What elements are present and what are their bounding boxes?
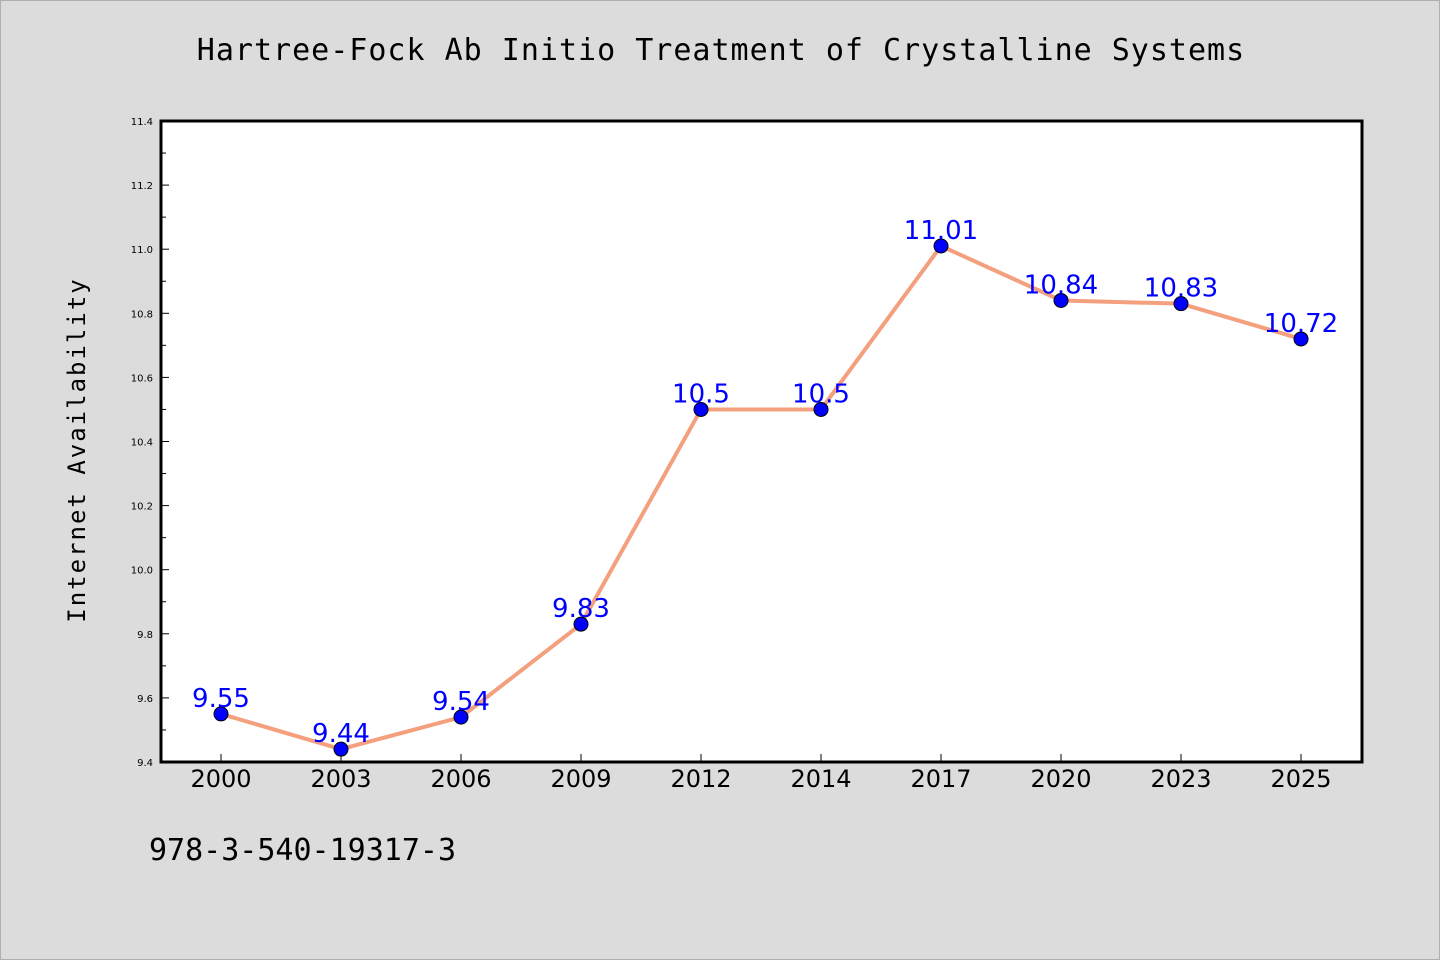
x-tick-label: 2017 — [910, 765, 971, 793]
data-point — [1173, 296, 1189, 312]
chart-title: Hartree-Fock Ab Initio Treatment of Crys… — [196, 33, 1246, 68]
footer-code: 978-3-540-19317-3 — [149, 833, 457, 868]
y-tick-label: 10.8 — [131, 309, 153, 320]
x-tick-label: 2023 — [1150, 765, 1211, 793]
x-tick-label: 2020 — [1030, 765, 1091, 793]
data-point — [933, 238, 949, 254]
y-tick-label: 11.2 — [131, 181, 153, 192]
y-tick-label: 9.8 — [137, 630, 153, 641]
data-point — [453, 709, 469, 725]
data-point — [333, 741, 349, 757]
y-tick-label: 9.6 — [137, 694, 153, 705]
data-label: 10.84 — [1024, 270, 1098, 300]
data-point — [213, 706, 229, 722]
x-tick-label: 2003 — [310, 765, 371, 793]
data-label: 10.5 — [792, 379, 850, 409]
x-tick-label: 2009 — [550, 765, 611, 793]
y-tick-label: 10.6 — [131, 373, 153, 384]
x-axis: 2000 2003 2006 2009 2012 2014 2017 2020 2023 2025 — [190, 754, 1332, 793]
x-tick-label: 2006 — [430, 765, 491, 793]
y-tick-label: 10.0 — [131, 566, 153, 577]
y-tick-label: 10.2 — [131, 502, 153, 513]
series-line — [220, 243, 1302, 752]
data-point — [1053, 292, 1069, 308]
data-labels: 9.55 9.44 9.54 9.83 10.5 10.5 11.01 10.84 10.83 1… — [192, 216, 1338, 749]
data-label: 9.55 — [192, 684, 250, 714]
data-label: 9.54 — [432, 687, 490, 717]
data-label: 10.72 — [1264, 309, 1338, 339]
data-label: 9.44 — [312, 719, 370, 749]
y-tick-label: 10.4 — [131, 438, 153, 449]
y-axis: 9.4 9.6 9.8 10.0 10.2 10.4 10.6 10.8 11.0 11.2 11.… — [131, 117, 169, 769]
x-tick-label: 2025 — [1270, 765, 1331, 793]
data-point — [813, 401, 829, 417]
data-label: 11.01 — [904, 216, 978, 246]
data-label: 10.5 — [672, 379, 730, 409]
x-tick-label: 2000 — [190, 765, 251, 793]
data-label: 9.83 — [552, 594, 610, 624]
y-tick-label: 11.0 — [131, 245, 153, 256]
x-tick-label: 2012 — [670, 765, 731, 793]
data-point — [1293, 331, 1309, 347]
series-layer — [213, 238, 1309, 757]
y-tick-label: 9.4 — [137, 758, 153, 769]
data-point — [693, 401, 709, 417]
data-point — [573, 616, 589, 632]
plot-area — [159, 119, 1364, 764]
x-tick-label: 2014 — [790, 765, 851, 793]
data-label: 10.83 — [1144, 274, 1218, 304]
y-tick-label: 11.4 — [131, 117, 153, 128]
